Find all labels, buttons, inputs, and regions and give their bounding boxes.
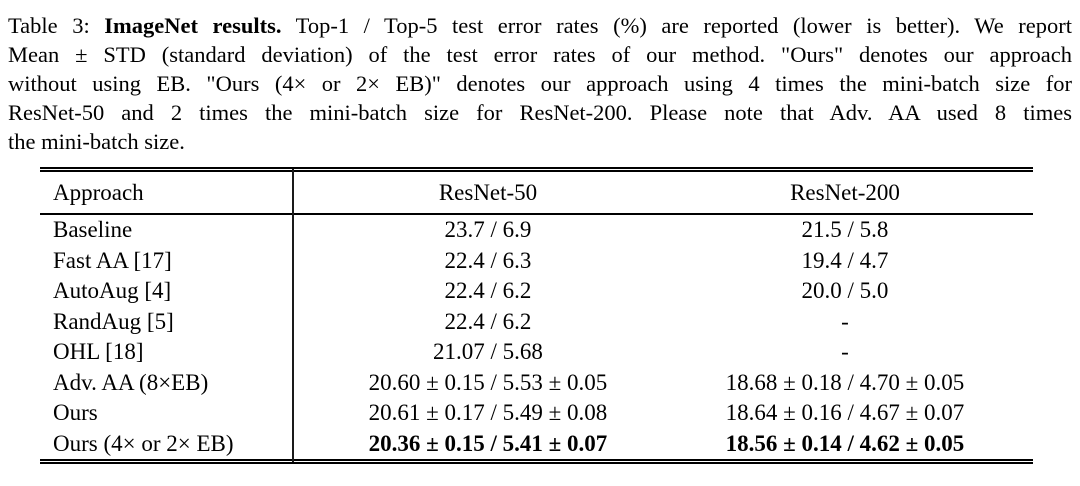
caption-line-1-rest: Top-1 / Top-5 test error rates (%) are r…: [281, 13, 1072, 38]
table-header-row: Approach ResNet-50 ResNet-200: [40, 172, 1033, 213]
caption-line-3: without using EB. "Ours (4× or 2× EB)" d…: [8, 71, 1072, 96]
cell-resnet50: 22.4 / 6.2: [444, 278, 532, 303]
table-row-autoaug: AutoAug [4] 22.4 / 6.2 20.0 / 5.0: [40, 276, 1033, 307]
table-row-adv-aa: Adv. AA (8×EB) 20.60 ± 0.15 / 5.53 ± 0.0…: [40, 368, 1033, 399]
table-row-fast-aa: Fast AA [17] 22.4 / 6.3 19.4 / 4.7: [40, 246, 1033, 277]
cell-resnet50: 23.7 / 6.9: [444, 217, 532, 242]
table-row-ours: Ours 20.61 ± 0.17 / 5.49 ± 0.08 18.64 ± …: [40, 398, 1033, 429]
table-row-ours-eb: Ours (4× or 2× EB) 20.36 ± 0.15 / 5.41 ±…: [40, 429, 1033, 460]
cell-approach: Fast AA [17]: [53, 247, 172, 273]
paper-page: Table 3: ImageNet results. Top-1 / Top-5…: [0, 11, 1080, 486]
column-divider-line: [292, 169, 294, 462]
table-bottom-rule: [40, 459, 1033, 464]
caption-line-1: Table 3: ImageNet results. Top-1 / Top-5…: [8, 11, 1072, 40]
cell-approach: Ours: [53, 400, 98, 425]
header-resnet200: ResNet-200: [790, 179, 900, 205]
table-caption: Table 3: ImageNet results. Top-1 / Top-5…: [8, 11, 1072, 156]
cell-resnet50: 22.4 / 6.2: [444, 308, 532, 334]
header-resnet50: ResNet-50: [438, 179, 538, 205]
cell-resnet200: 18.68 ± 0.18 / 4.70 ± 0.05: [725, 369, 965, 395]
cell-resnet50: 20.60 ± 0.15 / 5.53 ± 0.05: [368, 369, 608, 395]
caption-line-2: Mean ± STD (standard deviation) of the t…: [8, 42, 1072, 67]
table-top-rule: [40, 167, 1033, 172]
cell-resnet200: -: [841, 339, 849, 364]
cell-resnet200: 20.0 / 5.0: [801, 278, 889, 303]
cell-resnet200: 21.5 / 5.8: [801, 217, 889, 242]
cell-resnet50: 20.36 ± 0.15 / 5.41 ± 0.07: [368, 430, 608, 456]
cell-approach: Baseline: [53, 217, 133, 242]
cell-approach: OHL [18]: [53, 339, 144, 364]
cell-resnet50: 22.4 / 6.3: [444, 247, 532, 273]
cell-resnet50: 20.61 ± 0.17 / 5.49 ± 0.08: [368, 400, 608, 425]
table-row-randaug: RandAug [5] 22.4 / 6.2 -: [40, 307, 1033, 338]
table-row-ohl: OHL [18] 21.07 / 5.68 -: [40, 337, 1033, 368]
cell-approach: RandAug [5]: [53, 308, 174, 334]
caption-line-5: the mini-batch size.: [8, 129, 185, 154]
cell-resnet200: 18.56 ± 0.14 / 4.62 ± 0.05: [725, 430, 965, 456]
cell-resnet200: 18.64 ± 0.16 / 4.67 ± 0.07: [725, 400, 965, 425]
results-table: Approach ResNet-50 ResNet-200 Baseline 2…: [40, 167, 1033, 464]
cell-approach: AutoAug [4]: [53, 278, 172, 303]
caption-table-label: Table 3:: [8, 13, 105, 38]
caption-line-4: ResNet-50 and 2 times the mini-batch siz…: [8, 100, 1072, 125]
cell-resnet200: 19.4 / 4.7: [801, 247, 889, 273]
caption-title: ImageNet results.: [104, 13, 282, 38]
cell-approach: Adv. AA (8×EB): [53, 369, 209, 395]
header-approach: Approach: [53, 179, 144, 205]
table-header-rule: [40, 213, 1033, 215]
table-row-baseline: Baseline 23.7 / 6.9 21.5 / 5.8: [40, 215, 1033, 246]
cell-resnet50: 21.07 / 5.68: [433, 339, 543, 364]
cell-resnet200: -: [841, 308, 849, 334]
cell-approach: Ours (4× or 2× EB): [53, 430, 234, 456]
